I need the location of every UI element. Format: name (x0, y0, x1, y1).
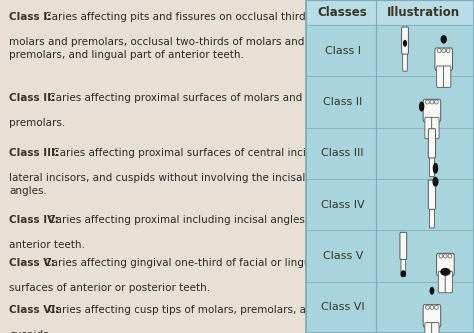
Text: Class IV:: Class IV: (9, 215, 59, 225)
Ellipse shape (438, 49, 441, 53)
FancyBboxPatch shape (403, 50, 407, 71)
FancyBboxPatch shape (401, 27, 409, 54)
Ellipse shape (444, 254, 447, 258)
Ellipse shape (432, 177, 438, 187)
Text: Class I: Class I (325, 46, 361, 56)
Text: Classes: Classes (318, 6, 368, 19)
FancyBboxPatch shape (425, 323, 432, 333)
Ellipse shape (439, 254, 443, 258)
Text: Class III:: Class III: (9, 148, 59, 158)
Text: Caries affecting proximal surfaces of central incisors,: Caries affecting proximal surfaces of ce… (49, 148, 331, 158)
Text: Class V: Class V (323, 251, 363, 261)
Text: Caries affecting proximal including incisal angles of: Caries affecting proximal including inci… (45, 215, 318, 225)
Ellipse shape (442, 49, 446, 53)
Ellipse shape (426, 305, 429, 309)
Text: molars and premolars, occlusal two-thirds of molars and
premolars, and lingual p: molars and premolars, occlusal two-third… (9, 37, 305, 60)
FancyBboxPatch shape (428, 129, 436, 158)
Ellipse shape (433, 163, 438, 174)
Bar (306, 76, 474, 128)
Ellipse shape (429, 287, 434, 295)
Text: surfaces of anterior or posterior teeth.: surfaces of anterior or posterior teeth. (9, 283, 210, 293)
FancyBboxPatch shape (428, 180, 436, 209)
Bar (306, 0, 474, 25)
Text: Class IV: Class IV (321, 200, 365, 210)
Ellipse shape (426, 100, 429, 104)
FancyBboxPatch shape (445, 271, 453, 293)
FancyBboxPatch shape (435, 48, 453, 70)
Text: Class VI:: Class VI: (9, 305, 59, 315)
Text: Caries affecting proximal surfaces of molars and: Caries affecting proximal surfaces of mo… (45, 93, 302, 103)
FancyBboxPatch shape (429, 154, 434, 176)
Ellipse shape (447, 49, 450, 53)
FancyBboxPatch shape (432, 323, 439, 333)
FancyBboxPatch shape (401, 256, 406, 276)
FancyBboxPatch shape (438, 271, 446, 293)
Text: Class III: Class III (321, 148, 364, 158)
Bar (306, 230, 474, 282)
Bar (306, 282, 474, 333)
Text: Class VI: Class VI (321, 302, 365, 312)
Ellipse shape (435, 305, 438, 309)
FancyBboxPatch shape (444, 66, 451, 87)
Bar (306, 128, 474, 179)
Text: Caries affecting cusp tips of molars, premolars, and: Caries affecting cusp tips of molars, pr… (45, 305, 319, 315)
Text: Class I:: Class I: (9, 12, 51, 22)
FancyBboxPatch shape (437, 253, 454, 276)
Ellipse shape (435, 100, 438, 104)
Text: Illustration: Illustration (387, 6, 460, 19)
FancyBboxPatch shape (423, 99, 441, 122)
Ellipse shape (430, 100, 434, 104)
Text: Class II: Class II (323, 97, 363, 107)
Ellipse shape (440, 35, 447, 44)
FancyBboxPatch shape (425, 117, 432, 139)
Ellipse shape (403, 40, 407, 47)
Text: lateral incisors, and cuspids without involving the incisal
angles.: lateral incisors, and cuspids without in… (9, 173, 306, 196)
Text: Class II:: Class II: (9, 93, 55, 103)
FancyBboxPatch shape (432, 117, 439, 139)
Bar (306, 179, 474, 230)
Ellipse shape (440, 268, 451, 276)
Text: anterior teeth.: anterior teeth. (9, 240, 85, 250)
FancyBboxPatch shape (429, 205, 434, 228)
Ellipse shape (430, 305, 434, 309)
Ellipse shape (448, 254, 452, 258)
Text: premolars.: premolars. (9, 118, 65, 128)
FancyBboxPatch shape (400, 232, 407, 259)
Text: Caries affecting pits and fissures on occlusal third of: Caries affecting pits and fissures on oc… (41, 12, 319, 22)
FancyBboxPatch shape (423, 305, 441, 327)
FancyBboxPatch shape (437, 66, 444, 87)
Ellipse shape (419, 102, 424, 112)
Bar (306, 25, 474, 76)
Text: Class V:: Class V: (9, 258, 55, 268)
Text: cuspids: cuspids (9, 330, 49, 333)
Text: Caries affecting gingival one-third of facial or lingual: Caries affecting gingival one-third of f… (41, 258, 320, 268)
Ellipse shape (401, 270, 406, 277)
